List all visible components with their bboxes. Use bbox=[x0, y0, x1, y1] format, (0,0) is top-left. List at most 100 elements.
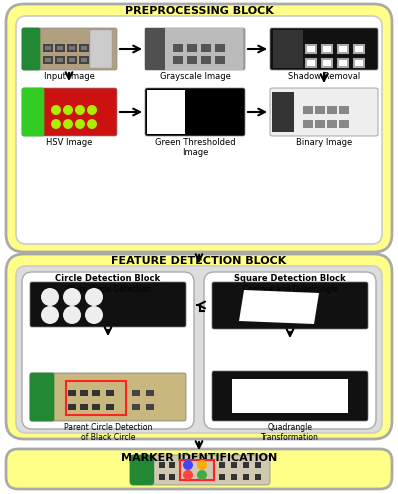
FancyBboxPatch shape bbox=[270, 88, 378, 136]
FancyBboxPatch shape bbox=[204, 272, 376, 429]
Circle shape bbox=[87, 105, 97, 115]
Bar bbox=[321, 44, 333, 54]
Bar bbox=[353, 44, 365, 54]
Bar bbox=[43, 44, 53, 52]
Bar bbox=[169, 462, 175, 468]
Bar bbox=[106, 404, 114, 410]
Bar bbox=[67, 44, 77, 52]
Bar bbox=[187, 44, 197, 52]
Circle shape bbox=[75, 105, 85, 115]
Bar bbox=[321, 58, 333, 68]
Circle shape bbox=[63, 119, 73, 129]
FancyBboxPatch shape bbox=[130, 455, 154, 485]
FancyBboxPatch shape bbox=[6, 449, 392, 489]
FancyBboxPatch shape bbox=[22, 88, 117, 136]
Bar bbox=[81, 46, 87, 50]
Bar bbox=[231, 462, 237, 468]
Bar bbox=[323, 46, 331, 52]
Bar bbox=[339, 106, 349, 114]
Circle shape bbox=[63, 288, 81, 306]
Bar bbox=[92, 404, 100, 410]
Bar bbox=[55, 56, 65, 64]
Bar bbox=[173, 56, 183, 64]
Bar bbox=[57, 58, 63, 62]
Circle shape bbox=[41, 288, 59, 306]
Bar bbox=[79, 44, 89, 52]
Bar bbox=[67, 56, 77, 64]
Bar bbox=[255, 474, 261, 480]
Text: Binary Image: Binary Image bbox=[296, 138, 352, 147]
Bar bbox=[219, 462, 225, 468]
Text: MARKER IDENTIFICATION: MARKER IDENTIFICATION bbox=[121, 453, 277, 463]
Bar bbox=[45, 46, 51, 50]
Bar bbox=[169, 474, 175, 480]
Bar bbox=[159, 462, 165, 468]
Circle shape bbox=[87, 119, 97, 129]
Circle shape bbox=[51, 119, 61, 129]
Bar bbox=[55, 44, 65, 52]
Text: White Circle Detection: White Circle Detection bbox=[65, 285, 151, 294]
Bar bbox=[146, 390, 154, 396]
FancyBboxPatch shape bbox=[130, 455, 270, 485]
Bar bbox=[68, 404, 76, 410]
FancyBboxPatch shape bbox=[6, 4, 392, 252]
Bar bbox=[66, 381, 126, 415]
Text: Contour and Quadrangle
Detection: Contour and Quadrangle Detection bbox=[242, 285, 338, 304]
Bar bbox=[57, 46, 63, 50]
Bar bbox=[339, 60, 347, 66]
Bar bbox=[305, 44, 317, 54]
Bar bbox=[68, 390, 76, 396]
Bar bbox=[307, 46, 315, 52]
Bar bbox=[79, 56, 89, 64]
Circle shape bbox=[51, 105, 61, 115]
Bar bbox=[353, 58, 365, 68]
Bar bbox=[355, 60, 363, 66]
Bar bbox=[219, 474, 225, 480]
Circle shape bbox=[75, 119, 85, 129]
FancyBboxPatch shape bbox=[30, 373, 54, 421]
Bar bbox=[303, 120, 313, 128]
FancyBboxPatch shape bbox=[30, 282, 186, 327]
Circle shape bbox=[85, 306, 103, 324]
Bar bbox=[305, 58, 317, 68]
Text: Shadow Removal: Shadow Removal bbox=[288, 72, 360, 81]
Bar bbox=[339, 46, 347, 52]
FancyBboxPatch shape bbox=[232, 379, 348, 413]
Bar bbox=[243, 474, 249, 480]
Bar bbox=[355, 46, 363, 52]
Text: FEATURE DETECTION BLOCK: FEATURE DETECTION BLOCK bbox=[111, 256, 287, 266]
Bar bbox=[81, 58, 87, 62]
Bar bbox=[215, 56, 225, 64]
FancyBboxPatch shape bbox=[273, 30, 303, 68]
Bar bbox=[243, 462, 249, 468]
Circle shape bbox=[41, 306, 59, 324]
FancyBboxPatch shape bbox=[22, 28, 117, 70]
Circle shape bbox=[63, 306, 81, 324]
Bar bbox=[303, 106, 313, 114]
Text: Input Image: Input Image bbox=[43, 72, 94, 81]
FancyBboxPatch shape bbox=[147, 90, 185, 134]
Bar bbox=[315, 120, 325, 128]
Circle shape bbox=[85, 288, 103, 306]
Bar bbox=[80, 390, 88, 396]
FancyBboxPatch shape bbox=[165, 28, 243, 70]
Bar bbox=[173, 44, 183, 52]
FancyBboxPatch shape bbox=[145, 88, 245, 136]
Bar bbox=[43, 56, 53, 64]
Bar bbox=[307, 60, 315, 66]
Bar bbox=[132, 390, 140, 396]
Bar bbox=[231, 474, 237, 480]
Circle shape bbox=[63, 105, 73, 115]
Text: PREPROCESSING BLOCK: PREPROCESSING BLOCK bbox=[125, 6, 273, 16]
Bar bbox=[337, 58, 349, 68]
Text: Green Thresholded
Image: Green Thresholded Image bbox=[155, 138, 235, 158]
Text: Parent Circle Detection
of Black Circle: Parent Circle Detection of Black Circle bbox=[64, 423, 152, 443]
Bar bbox=[106, 390, 114, 396]
Bar bbox=[92, 390, 100, 396]
FancyBboxPatch shape bbox=[270, 28, 378, 70]
Bar bbox=[255, 462, 261, 468]
FancyBboxPatch shape bbox=[145, 28, 165, 70]
Bar bbox=[132, 404, 140, 410]
Bar bbox=[180, 460, 214, 480]
FancyBboxPatch shape bbox=[6, 254, 392, 439]
